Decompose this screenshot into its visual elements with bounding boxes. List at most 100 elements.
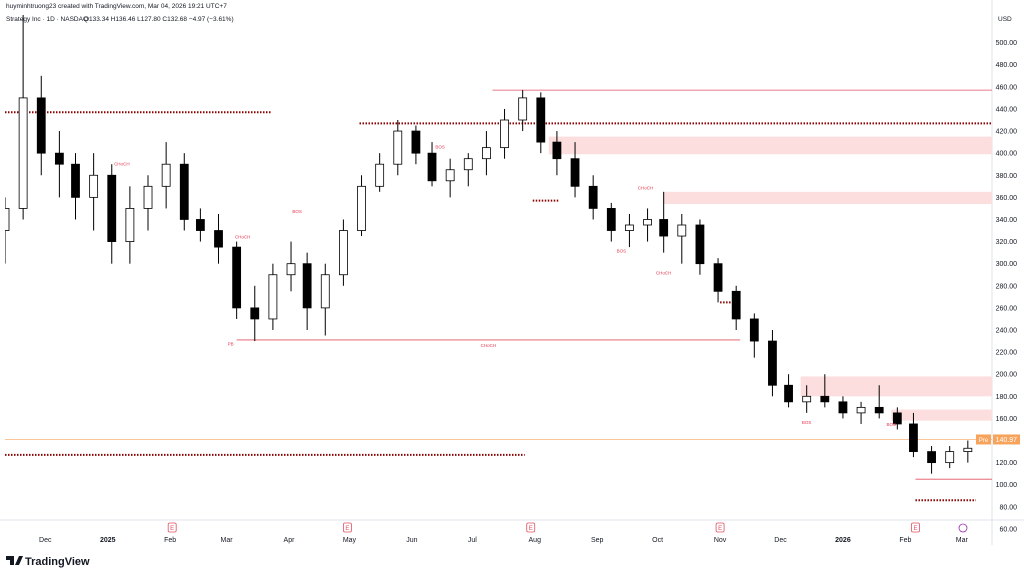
y-tick-label: 360.00: [996, 195, 1018, 202]
y-tick-label: 120.00: [996, 460, 1018, 467]
candle-body: [214, 230, 223, 248]
candle-body: [36, 97, 46, 154]
symbol: Strategy Inc · 1D · NASDAQ: [6, 16, 88, 23]
earnings-marker: [343, 522, 352, 533]
candle-body: [320, 274, 330, 309]
candle-body: [5, 208, 10, 231]
earnings-marker: [167, 522, 177, 533]
earnings-label: E: [718, 526, 722, 532]
y-tick-label: 240.00: [996, 328, 1018, 335]
candle-body: [713, 263, 723, 292]
candle-body: [856, 406, 866, 414]
structure-tag: PB: [228, 341, 234, 346]
structure-tag: BOS: [802, 420, 812, 425]
candle-body: [125, 208, 135, 242]
structure-tag: CHoCH: [656, 271, 672, 276]
supply-zone: [800, 376, 992, 397]
structure-tag: BOS: [617, 249, 627, 254]
x-tick-label: Oct: [652, 537, 663, 544]
chart-title: huyminhtruong23 created with TradingView…: [6, 3, 227, 10]
earnings-label: E: [170, 526, 174, 532]
candle-body: [179, 163, 189, 220]
y-tick-label: 80.00: [999, 504, 1017, 511]
candle-body: [518, 97, 528, 121]
candle-body: [427, 152, 437, 182]
x-tick-label: 2025: [100, 537, 116, 544]
x-tick-label: Apr: [284, 537, 296, 544]
candle-body: [802, 395, 812, 403]
y-tick-label: 160.00: [996, 416, 1018, 423]
logo[interactable]: TradingView: [6, 556, 90, 568]
candle-body: [536, 97, 546, 143]
candle-body: [286, 263, 296, 276]
candle-body: [838, 401, 848, 414]
ohlc: O133.34 H136.46 L127.80 C132.68 −4.97 (−…: [84, 16, 234, 23]
candle-body: [677, 224, 687, 237]
candle-body: [338, 230, 348, 276]
candle-body: [643, 219, 652, 226]
candle-body: [570, 158, 580, 187]
level-label: CHoCH: [481, 343, 497, 348]
candle-body: [731, 290, 741, 320]
earnings-marker: [526, 522, 536, 533]
candle-body: [963, 447, 973, 452]
earnings-marker: [715, 522, 725, 533]
candle-body: [784, 384, 793, 403]
y-tick-label: 220.00: [996, 350, 1018, 357]
y-tick-label: 480.00: [996, 62, 1018, 69]
candle-body: [71, 163, 80, 198]
y-tick-label: 280.00: [996, 283, 1018, 290]
y-tick-label: 180.00: [996, 394, 1018, 401]
structure-tag: BOS: [887, 422, 897, 427]
currency: USD: [998, 16, 1012, 23]
candle-body: [874, 406, 884, 414]
candle-body: [500, 119, 509, 149]
structure-tag: CHoCH: [638, 186, 654, 191]
candle-body: [909, 423, 918, 452]
x-tick-label: Jun: [406, 537, 417, 544]
x-tick-label: Jul: [468, 537, 477, 544]
y-tick-label: 300.00: [996, 261, 1018, 268]
candle-body: [927, 451, 936, 464]
candle-body: [768, 340, 777, 386]
supply-zone: [548, 136, 992, 155]
candle-body: [445, 169, 455, 182]
earnings-label: E: [345, 526, 349, 532]
y-tick-label: 440.00: [996, 106, 1018, 113]
earnings-label: E: [529, 526, 533, 532]
dividend-marker: [958, 523, 968, 533]
candle-body: [945, 451, 955, 464]
candle-body: [54, 152, 64, 165]
candle-body: [250, 307, 260, 320]
structure-tag: BOS: [435, 145, 445, 150]
candle-body: [552, 141, 562, 160]
x-tick-label: May: [343, 537, 357, 544]
structure-tag: CHoCH: [235, 234, 251, 239]
candle-body: [411, 130, 421, 154]
x-tick-label: 2026: [835, 537, 851, 544]
x-tick-label: Mar: [221, 537, 234, 544]
candle-body: [892, 412, 902, 425]
price-tag-bg: [976, 434, 991, 445]
structure-tag: CHoCH: [114, 161, 130, 166]
x-tick-label: Dec: [774, 537, 787, 544]
y-tick-label: 400.00: [996, 151, 1018, 158]
price-label-bg: [993, 434, 1020, 445]
y-tick-label: 340.00: [996, 217, 1018, 224]
candle-body: [143, 185, 153, 209]
y-tick-label: 380.00: [996, 173, 1018, 180]
y-tick-label: 60.00: [999, 526, 1017, 533]
y-tick-label: 460.00: [996, 84, 1018, 91]
x-tick-label: Aug: [529, 537, 542, 544]
candle-body: [195, 219, 205, 231]
candle-body: [375, 163, 385, 187]
candle-body: [107, 174, 117, 242]
candle-body: [268, 274, 278, 320]
earnings-label: E: [913, 526, 917, 532]
candle-body: [820, 395, 830, 403]
candle-body: [161, 163, 171, 187]
candle-body: [89, 174, 99, 198]
candle-body: [302, 263, 312, 309]
